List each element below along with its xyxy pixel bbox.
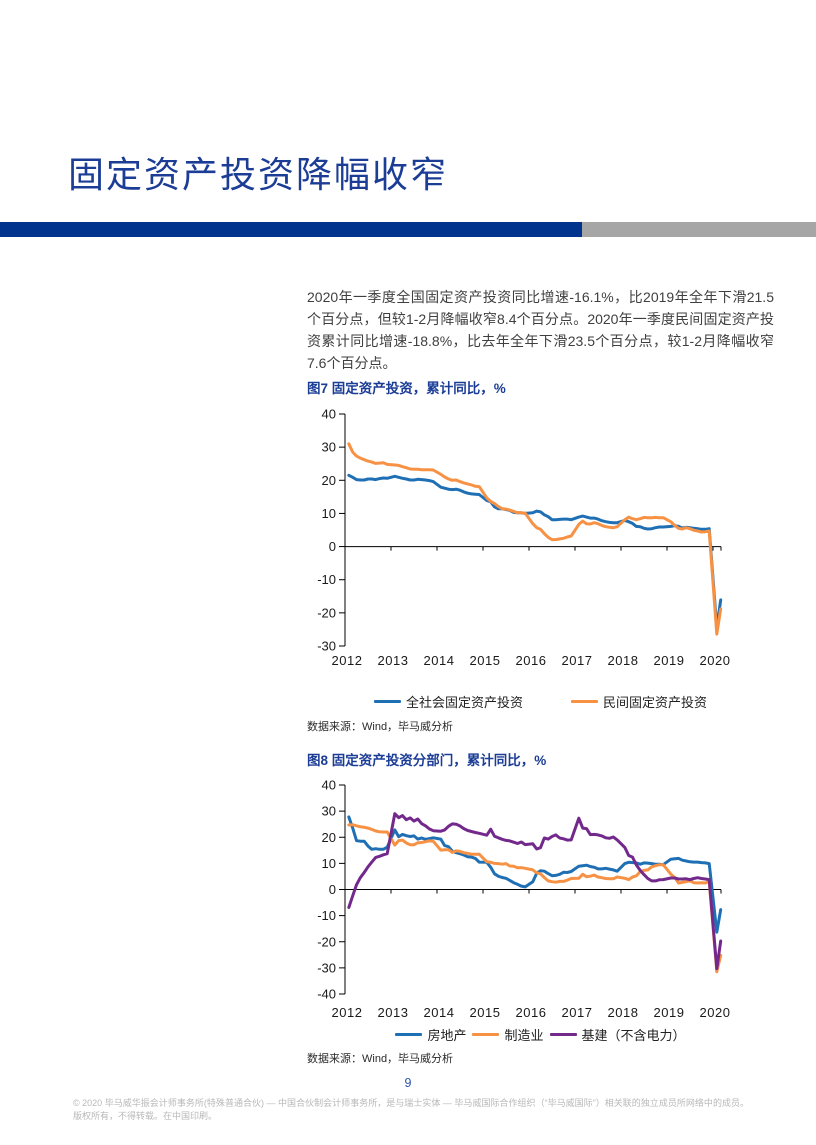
legend-item: 基建（不含电力） bbox=[549, 1025, 686, 1044]
y-axis-tick-label: 20 bbox=[322, 473, 336, 488]
figure8-legend: 房地产 制造业 基建（不含电力） bbox=[307, 1025, 774, 1044]
title-bar-blue-segment bbox=[0, 222, 582, 237]
title-divider-bar bbox=[0, 222, 816, 237]
figure8-caption: 图8 固定资产投资分部门，累计同比，% bbox=[307, 753, 547, 768]
y-axis-tick-label: -10 bbox=[317, 572, 336, 587]
figure7-source: 数据来源：Wind，毕马威分析 bbox=[307, 721, 454, 733]
x-axis-tick-label: 2017 bbox=[562, 1005, 593, 1020]
legend-item: 房地产 bbox=[395, 1025, 466, 1044]
y-axis-tick-label: -20 bbox=[317, 934, 336, 949]
x-axis-tick-label: 2012 bbox=[332, 1005, 363, 1020]
y-axis-tick-label: -20 bbox=[317, 605, 336, 620]
y-axis-tick-label: 0 bbox=[329, 882, 336, 897]
figure7-legend: 全社会固定资产投资 民间固定资产投资 bbox=[307, 692, 774, 711]
series-line bbox=[347, 812, 723, 971]
y-axis-tick-label: 30 bbox=[322, 804, 336, 819]
legend-label: 全社会固定资产投资 bbox=[405, 695, 523, 710]
y-axis-tick-label: -30 bbox=[317, 960, 336, 975]
x-axis-tick-label: 2019 bbox=[654, 653, 685, 668]
y-axis-tick-label: 20 bbox=[322, 830, 336, 845]
x-axis-tick-label: 2013 bbox=[378, 1005, 409, 1020]
x-axis-tick-label: 2015 bbox=[470, 1005, 501, 1020]
legend-swatch bbox=[395, 1032, 423, 1037]
y-axis-tick-label: 40 bbox=[322, 407, 336, 422]
x-axis-tick-label: 2018 bbox=[608, 653, 639, 668]
figure7-caption: 图7 固定资产投资，累计同比，% bbox=[307, 381, 506, 396]
title-bar-gray-segment bbox=[582, 222, 816, 237]
legend-swatch bbox=[373, 699, 401, 704]
x-axis-tick-label: 2020 bbox=[700, 1005, 731, 1020]
y-axis-tick-label: 40 bbox=[322, 779, 336, 793]
footer-copyright: © 2020 毕马威华振会计师事务所(特殊普通合伙) — 中国合伙制会计师事务所… bbox=[73, 1098, 749, 1121]
legend-swatch bbox=[549, 1032, 577, 1037]
legend-label: 房地产 bbox=[427, 1028, 467, 1043]
x-axis-tick-label: 2016 bbox=[516, 1005, 547, 1020]
x-axis-tick-label: 2012 bbox=[332, 653, 363, 668]
legend-swatch bbox=[472, 1032, 500, 1037]
series-line bbox=[347, 823, 723, 974]
series-line bbox=[347, 442, 723, 636]
figure8-source: 数据来源：Wind，毕马威分析 bbox=[307, 1053, 454, 1065]
legend-item: 全社会固定资产投资 bbox=[373, 692, 523, 711]
y-axis-tick-label: 10 bbox=[322, 856, 336, 871]
page-number: 9 bbox=[404, 1076, 412, 1090]
y-axis-tick-label: -10 bbox=[317, 908, 336, 923]
x-axis-tick-label: 2014 bbox=[424, 653, 455, 668]
figure8-line-chart: 40 30 20 10 0 -10 -20 -30 -40 2012 2013 2014 2015 201… bbox=[317, 779, 731, 1020]
y-axis-tick-label: 10 bbox=[322, 506, 336, 521]
legend-label: 制造业 bbox=[504, 1028, 544, 1043]
x-axis-tick-label: 2014 bbox=[424, 1005, 455, 1020]
legend-label: 民间固定资产投资 bbox=[603, 695, 708, 710]
y-axis-tick-label: 30 bbox=[322, 440, 336, 455]
legend-item: 民间固定资产投资 bbox=[571, 692, 707, 711]
x-axis-tick-label: 2018 bbox=[608, 1005, 639, 1020]
legend-label: 基建（不含电力） bbox=[581, 1028, 686, 1043]
y-axis-tick-label: -40 bbox=[317, 987, 336, 1002]
x-axis-tick-label: 2015 bbox=[470, 653, 501, 668]
content-column: 2020年一季度全国固定资产投资同比增速-16.1%，比2019年全年下滑21.… bbox=[307, 286, 774, 1066]
page-title: 固定资产投资降幅收窄 bbox=[68, 154, 449, 195]
series-line bbox=[347, 473, 723, 630]
series-line bbox=[347, 815, 723, 934]
y-axis-tick-label: 0 bbox=[329, 539, 336, 554]
x-axis-tick-label: 2017 bbox=[562, 653, 593, 668]
legend-swatch bbox=[571, 699, 598, 704]
y-axis-tick-label: -30 bbox=[317, 639, 336, 654]
x-axis-tick-label: 2019 bbox=[654, 1005, 685, 1020]
x-axis-tick-label: 2020 bbox=[700, 653, 731, 668]
body-paragraph: 2020年一季度全国固定资产投资同比增速-16.1%，比2019年全年下滑21.… bbox=[307, 289, 774, 371]
x-axis-tick-label: 2013 bbox=[378, 653, 409, 668]
legend-item: 制造业 bbox=[472, 1025, 544, 1044]
x-axis-tick-label: 2016 bbox=[516, 653, 547, 668]
